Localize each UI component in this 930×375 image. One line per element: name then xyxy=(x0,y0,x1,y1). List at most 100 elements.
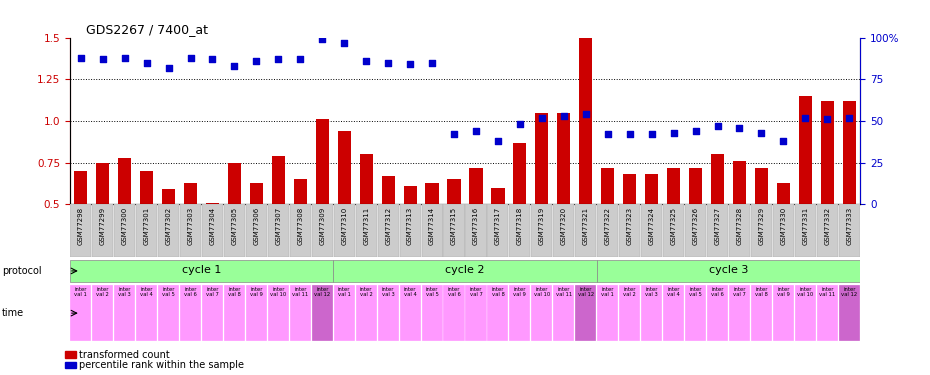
Text: GSM77329: GSM77329 xyxy=(759,207,764,245)
Text: GSM77303: GSM77303 xyxy=(188,207,193,245)
Text: cycle 2: cycle 2 xyxy=(445,266,485,276)
Point xyxy=(359,58,374,64)
Text: GSM77325: GSM77325 xyxy=(671,207,677,245)
Bar xyxy=(378,204,399,257)
Bar xyxy=(601,168,615,288)
Text: inter
val 9: inter val 9 xyxy=(777,286,790,297)
Bar xyxy=(246,204,267,257)
Point xyxy=(556,113,571,119)
Text: GSM77299: GSM77299 xyxy=(100,207,106,245)
Bar xyxy=(96,163,109,288)
Text: GSM77324: GSM77324 xyxy=(648,207,655,245)
Text: GSM77320: GSM77320 xyxy=(561,207,566,245)
Text: GSM77301: GSM77301 xyxy=(143,207,150,245)
Bar xyxy=(136,285,157,341)
Bar xyxy=(312,204,333,257)
Bar xyxy=(685,204,706,257)
Bar xyxy=(689,168,702,288)
Text: cycle 3: cycle 3 xyxy=(709,266,749,276)
Point xyxy=(798,115,813,121)
Text: GSM77328: GSM77328 xyxy=(737,207,742,245)
Text: GSM77330: GSM77330 xyxy=(780,207,787,245)
Bar xyxy=(799,96,812,288)
Text: inter
val 11: inter val 11 xyxy=(556,286,572,297)
Bar xyxy=(228,163,241,288)
Text: inter
val 1: inter val 1 xyxy=(338,286,351,297)
Bar xyxy=(315,119,329,288)
Bar xyxy=(70,260,333,282)
Bar xyxy=(553,204,575,257)
Text: inter
val 6: inter val 6 xyxy=(711,286,724,297)
Bar xyxy=(312,285,333,341)
Point xyxy=(711,123,725,129)
Point xyxy=(842,115,857,121)
Bar xyxy=(839,204,860,257)
Bar xyxy=(465,204,486,257)
Bar xyxy=(294,179,307,288)
Point xyxy=(535,115,550,121)
Text: GSM77327: GSM77327 xyxy=(714,207,721,245)
Point xyxy=(490,138,505,144)
Bar xyxy=(510,285,530,341)
Point xyxy=(227,63,242,69)
Text: GSM77315: GSM77315 xyxy=(451,207,457,245)
Point xyxy=(161,64,176,70)
Text: time: time xyxy=(2,308,24,318)
Text: inter
val 5: inter val 5 xyxy=(162,286,175,297)
Bar xyxy=(755,168,768,288)
Bar xyxy=(114,285,135,341)
Point xyxy=(754,130,769,136)
Bar xyxy=(619,204,640,257)
Text: GSM77305: GSM77305 xyxy=(232,207,237,245)
Bar xyxy=(202,204,223,257)
Bar xyxy=(751,285,772,341)
Point xyxy=(666,130,681,136)
Bar xyxy=(843,101,856,288)
Text: cycle 1: cycle 1 xyxy=(181,266,221,276)
Bar xyxy=(510,204,530,257)
Point xyxy=(183,54,198,60)
Point xyxy=(688,128,703,134)
Text: GSM77321: GSM77321 xyxy=(583,207,589,245)
Text: inter
val 11: inter val 11 xyxy=(819,286,835,297)
Text: GSM77304: GSM77304 xyxy=(209,207,216,245)
Point xyxy=(469,128,484,134)
Text: inter
val 12: inter val 12 xyxy=(841,286,857,297)
Bar xyxy=(470,168,483,288)
Bar xyxy=(795,285,816,341)
Text: inter
val 6: inter val 6 xyxy=(184,286,197,297)
Text: percentile rank within the sample: percentile rank within the sample xyxy=(79,360,244,370)
Point xyxy=(578,111,593,117)
Bar xyxy=(576,285,596,341)
Bar xyxy=(729,204,750,257)
Text: GSM77313: GSM77313 xyxy=(407,207,413,245)
Bar xyxy=(158,204,179,257)
Bar xyxy=(707,285,728,341)
Text: transformed count: transformed count xyxy=(79,350,170,360)
Bar xyxy=(444,285,465,341)
Text: inter
val 3: inter val 3 xyxy=(118,286,131,297)
Text: GSM77306: GSM77306 xyxy=(253,207,259,245)
Bar xyxy=(268,204,289,257)
Text: inter
val 2: inter val 2 xyxy=(360,286,373,297)
Bar xyxy=(333,260,597,282)
Text: GSM77323: GSM77323 xyxy=(627,207,632,245)
Bar xyxy=(663,204,684,257)
Point xyxy=(337,39,352,45)
Text: GSM77318: GSM77318 xyxy=(517,207,523,245)
Text: inter
val 4: inter val 4 xyxy=(667,286,680,297)
Bar xyxy=(250,183,263,288)
Bar xyxy=(839,285,860,341)
Bar xyxy=(202,285,223,341)
Point xyxy=(315,36,330,42)
Bar xyxy=(667,168,680,288)
Text: inter
val 2: inter val 2 xyxy=(623,286,636,297)
Point xyxy=(140,60,154,66)
Text: inter
val 6: inter val 6 xyxy=(447,286,460,297)
Bar xyxy=(334,204,354,257)
Text: inter
val 9: inter val 9 xyxy=(250,286,263,297)
Text: inter
val 7: inter val 7 xyxy=(470,286,483,297)
Point xyxy=(600,131,615,137)
Bar xyxy=(557,112,570,288)
Bar xyxy=(729,285,750,341)
